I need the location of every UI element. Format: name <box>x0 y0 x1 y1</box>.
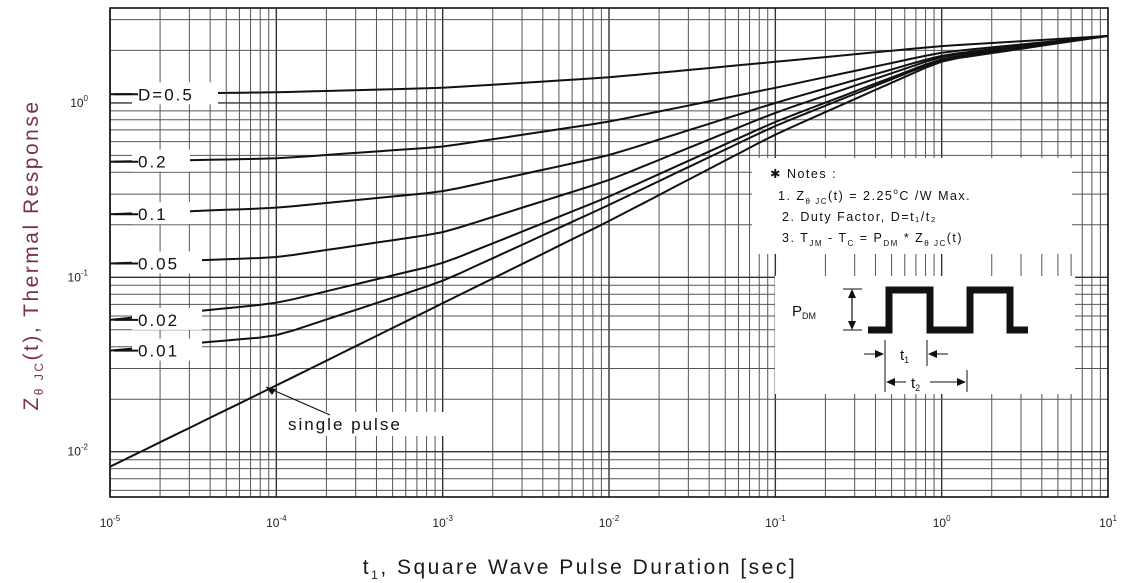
single-pulse-annotation <box>265 386 331 416</box>
plot-frame <box>109 7 1109 498</box>
x-axis-label: t1, Square Wave Pulse Duration [sec] <box>363 556 797 582</box>
series-line <box>109 34 1109 96</box>
x-tick-label: 10-1 <box>765 514 786 530</box>
y-axis-label: Zθ JC(t), Thermal Response <box>20 99 46 410</box>
notes-line-3: 3. TJM - TC = PDM * Zθ JC(t) <box>782 231 963 248</box>
x-tick-label: 101 <box>1099 514 1117 530</box>
notes-box: ✱ Notes : 1. Zθ JC(t) = 2.25oC /W Max. 2… <box>752 158 1072 254</box>
curve-label: 0.1 <box>138 205 168 224</box>
y-tick-labels: 10-2 10-1 100 <box>68 94 89 459</box>
series-line <box>109 34 1109 163</box>
y-tick-label: 10-1 <box>68 268 89 284</box>
curve-label-plate <box>284 412 444 436</box>
pdm-label: PDM <box>792 303 816 321</box>
curve-label-plate <box>132 307 202 330</box>
x-tick-label: 10-2 <box>599 514 620 530</box>
chart-curves <box>109 34 1109 468</box>
notes-heading: ✱ Notes : <box>770 167 837 181</box>
curve-label-plate <box>132 149 190 172</box>
x-tick-labels: 10-5 10-4 10-3 10-2 10-1 100 101 <box>100 514 1118 530</box>
notes-line-2: 2. Duty Factor, D=t₁/t₂ <box>782 210 937 224</box>
x-tick-label: 10-4 <box>266 514 287 530</box>
x-tick-label: 100 <box>933 514 951 530</box>
notes-line-1: 1. Zθ JC(t) = 2.25oC /W Max. <box>778 187 971 206</box>
curve-label-plate <box>132 202 190 225</box>
x-tick-label: 10-3 <box>432 514 453 530</box>
y-tick-label: 100 <box>70 94 88 110</box>
y-tick-label: 10-2 <box>68 443 89 459</box>
series-line <box>109 34 1109 468</box>
series-line <box>109 34 1109 216</box>
curve-label: 0.05 <box>138 254 179 273</box>
series-line <box>109 34 1109 352</box>
x-tick-label: 10-5 <box>100 514 121 530</box>
curve-label-plate <box>132 338 202 361</box>
curve-label: D=0.5 <box>138 85 194 104</box>
curve-label: 0.01 <box>138 342 179 361</box>
pulse-waveform-diagram: PDM t1 t2 <box>775 276 1075 394</box>
t1-label: t1 <box>900 347 909 365</box>
series-line <box>109 34 1109 265</box>
t2-label: t2 <box>911 375 920 393</box>
curve-label-plate <box>132 251 202 274</box>
curve-label-plate <box>132 82 218 105</box>
curve-label: single pulse <box>288 415 402 434</box>
curve-labels: D=0.5 0.2 0.1 0.05 0.02 0.01 single pulse <box>114 82 444 436</box>
curve-label: 0.2 <box>138 153 168 172</box>
curve-label: 0.02 <box>138 311 179 330</box>
